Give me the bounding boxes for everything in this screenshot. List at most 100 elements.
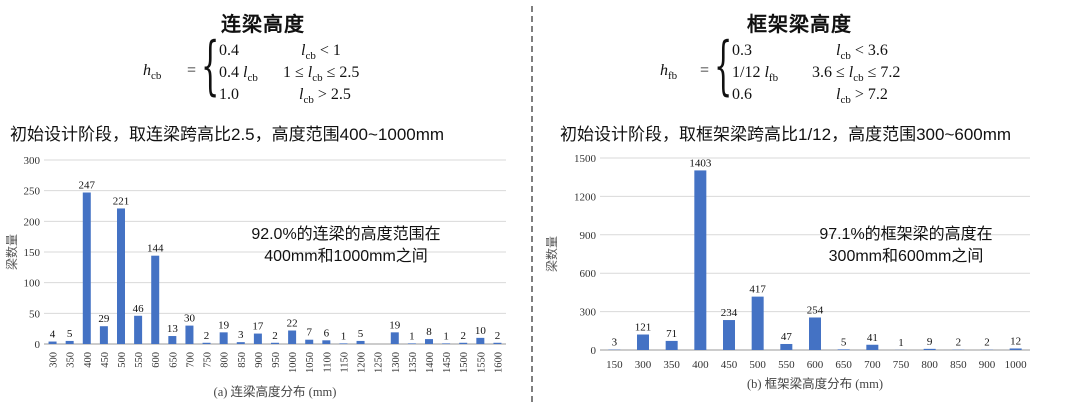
x-tick-label: 1400 xyxy=(425,352,436,373)
right-formula: hfb = { 0.3 lcb < 3.6 1/12 lfb 3.6 ≤ lcb… xyxy=(660,29,901,107)
bar xyxy=(866,344,879,350)
data-label: 2 xyxy=(495,330,501,342)
bar xyxy=(288,330,297,344)
data-label: 47 xyxy=(781,331,793,343)
y-tick-label: 900 xyxy=(580,230,597,242)
data-label: 4 xyxy=(50,329,56,341)
x-tick-label: 650 xyxy=(835,359,852,371)
bar xyxy=(339,343,348,344)
bar xyxy=(99,326,108,344)
y-tick-label: 300 xyxy=(580,307,597,319)
y-tick-label: 0 xyxy=(591,345,597,357)
right-title: 框架梁高度 xyxy=(747,14,852,36)
bar xyxy=(168,336,177,344)
bar xyxy=(202,342,211,344)
y-tick-label: 200 xyxy=(24,216,41,228)
data-label: 121 xyxy=(635,322,652,334)
x-tick-label: 1550 xyxy=(476,352,487,373)
bar xyxy=(407,343,416,344)
bar xyxy=(185,325,194,344)
x-tick-label: 650 xyxy=(168,352,179,368)
data-label: 8 xyxy=(426,326,432,338)
y-tick-label: 250 xyxy=(24,186,41,198)
data-label: 1403 xyxy=(689,157,712,169)
bar xyxy=(271,342,279,344)
data-label: 12 xyxy=(1010,335,1021,347)
bar xyxy=(322,340,331,344)
x-tick-label: 800 xyxy=(220,352,231,368)
x-tick-label: 800 xyxy=(921,359,938,371)
right-note: 97.1%的框架梁的高度在 300mm和600mm之间 xyxy=(776,224,1036,268)
data-label: 29 xyxy=(98,313,110,325)
x-tick-label: 550 xyxy=(134,352,145,368)
data-label: 6 xyxy=(324,327,330,339)
data-label: 41 xyxy=(867,332,878,344)
x-axis-label: (b) 框架梁高度分布 (mm) xyxy=(747,376,883,391)
x-tick-label: 750 xyxy=(203,352,214,368)
bar xyxy=(809,317,821,350)
data-label: 417 xyxy=(749,284,766,296)
x-tick-label: 1000 xyxy=(288,352,299,373)
x-axis-label: (a) 连梁高度分布 (mm) xyxy=(214,384,337,399)
x-tick-label: 600 xyxy=(807,359,824,371)
x-tick-label: 900 xyxy=(979,359,996,371)
data-label: 2 xyxy=(956,337,962,349)
bar xyxy=(723,320,735,350)
x-tick-label: 1100 xyxy=(322,352,333,373)
x-tick-label: 1500 xyxy=(459,352,470,373)
chart-frame-beam-height: 030060090012001500梁数量3150121300713501403… xyxy=(544,153,1030,391)
x-tick-label: 600 xyxy=(151,352,162,368)
data-label: 22 xyxy=(287,318,298,330)
bar xyxy=(459,342,468,344)
x-tick-label: 850 xyxy=(237,352,248,368)
data-label: 13 xyxy=(167,323,179,335)
data-label: 247 xyxy=(79,180,96,192)
data-label: 46 xyxy=(133,303,145,315)
data-label: 5 xyxy=(841,336,847,348)
data-label: 5 xyxy=(67,328,73,340)
x-tick-label: 950 xyxy=(271,352,282,368)
x-tick-label: 350 xyxy=(66,352,77,368)
x-tick-label: 700 xyxy=(185,352,196,368)
x-tick-label: 550 xyxy=(778,359,795,371)
x-tick-label: 450 xyxy=(721,359,738,371)
right-description: 初始设计阶段，取框架梁跨高比1/12，高度范围300~600mm xyxy=(560,125,1012,144)
bar xyxy=(751,296,764,350)
x-tick-label: 300 xyxy=(49,352,60,368)
data-label: 9 xyxy=(927,336,933,348)
y-tick-label: 600 xyxy=(580,268,597,280)
data-label: 17 xyxy=(252,321,264,333)
x-tick-label: 750 xyxy=(893,359,910,371)
panel-divider xyxy=(531,6,533,402)
data-label: 254 xyxy=(807,304,824,316)
data-label: 144 xyxy=(147,243,164,255)
data-label: 19 xyxy=(218,319,230,331)
data-label: 2 xyxy=(460,330,466,342)
y-tick-label: 100 xyxy=(24,278,41,290)
bar xyxy=(780,343,793,350)
x-tick-label: 850 xyxy=(950,359,967,371)
data-label: 2 xyxy=(984,337,990,349)
bar xyxy=(694,170,707,350)
chart-coupling-beam-height: 0 50 100 150 200 250 300 梁数量 4 300 5 350 247 400 29 450… xyxy=(4,155,506,399)
x-tick-label: 1000 xyxy=(1005,359,1028,371)
data-label: 1 xyxy=(898,337,904,349)
x-tick-label: 1200 xyxy=(357,352,368,373)
x-tick-label: 900 xyxy=(254,352,265,368)
y-axis-label: 梁数量 xyxy=(4,234,19,270)
x-tick-label: 350 xyxy=(663,359,680,371)
bar xyxy=(305,339,314,344)
bar xyxy=(65,340,74,344)
bar xyxy=(923,348,936,350)
x-tick-label: 1300 xyxy=(391,352,402,373)
data-label: 7 xyxy=(306,327,312,339)
x-tick-label: 1050 xyxy=(305,352,316,373)
data-label: 3 xyxy=(612,337,618,349)
right-note-line2: 300mm和600mm之间 xyxy=(828,248,984,265)
left-note-line2: 400mm和1000mm之间 xyxy=(264,248,428,265)
data-label: 30 xyxy=(184,313,196,325)
data-label: 19 xyxy=(389,319,401,331)
bar xyxy=(425,339,433,344)
data-label: 71 xyxy=(666,328,677,340)
bar xyxy=(493,342,502,344)
